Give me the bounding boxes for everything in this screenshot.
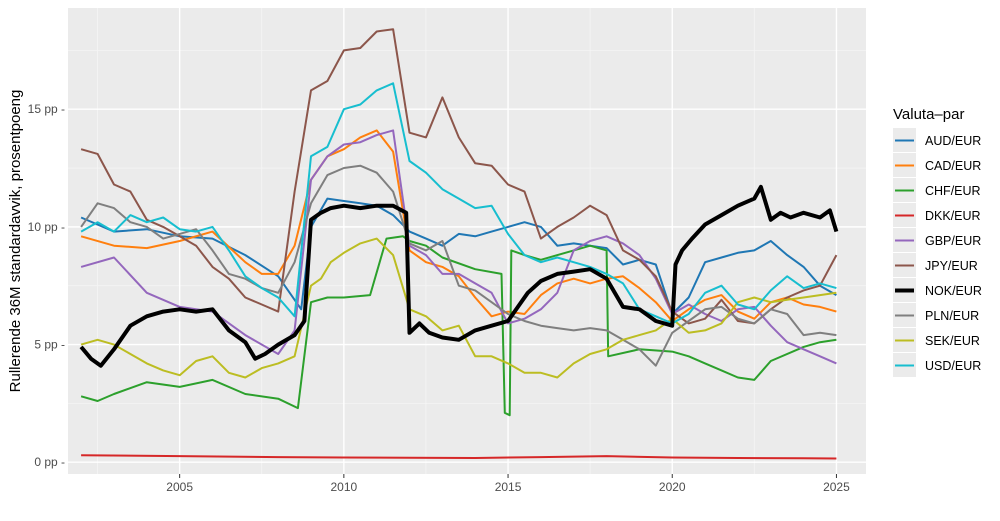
legend-label-pln-eur: PLN/EUR: [925, 309, 979, 323]
legend-label-gbp-eur: GBP/EUR: [925, 234, 981, 248]
series-line-pln-eur: [80, 164, 837, 367]
y-tick-label: 5 pp -: [34, 338, 65, 352]
y-axis: 0 pp - 5 pp - 10 pp - 15 pp -: [28, 102, 65, 469]
y-tick-label: 0 pp -: [34, 455, 65, 469]
legend-label-jpy-eur: JPY/EUR: [925, 259, 978, 273]
x-tick-label: 2010: [331, 480, 358, 494]
x-axis: 2005 2010 2015 2020 2025: [166, 474, 850, 494]
y-tick-label: 15 pp -: [28, 102, 65, 116]
series-line-nok-eur: [79, 184, 839, 368]
legend-label-chf-eur: CHF/EUR: [925, 184, 981, 198]
legend-label-cad-eur: CAD/EUR: [925, 159, 981, 173]
series-line-usd-eur: [80, 82, 837, 325]
series-line-aud-eur: [80, 197, 837, 315]
legend: Valuta–par AUD/EUR CAD/EUR CHF/EUR DKK/EUR G…: [893, 106, 982, 377]
legend-label-dkk-eur: DKK/EUR: [925, 209, 981, 223]
legend-label-usd-eur: USD/EUR: [925, 359, 981, 373]
series-line-jpy-eur: [80, 28, 838, 325]
y-axis-title: Rullerende 36M standardavvik, prosentpoe…: [7, 90, 24, 393]
legend-label-nok-eur: NOK/EUR: [925, 284, 982, 298]
series-line-dkk-eur: [81, 454, 837, 460]
series-lines: [79, 28, 839, 460]
legend-label-aud-eur: AUD/EUR: [925, 134, 981, 148]
series-line-cad-eur: [80, 129, 837, 322]
x-tick-label: 2025: [823, 480, 850, 494]
series-line-chf-eur: [80, 235, 837, 417]
x-tick-label: 2015: [495, 480, 522, 494]
y-tick-label: 10 pp -: [28, 220, 65, 234]
legend-label-sek-eur: SEK/EUR: [925, 334, 980, 348]
legend-title: Valuta–par: [893, 106, 964, 123]
x-tick-label: 2005: [166, 480, 193, 494]
series-line-sek-eur: [80, 237, 837, 379]
plot-panel: [68, 8, 866, 474]
x-tick-label: 2020: [659, 480, 686, 494]
